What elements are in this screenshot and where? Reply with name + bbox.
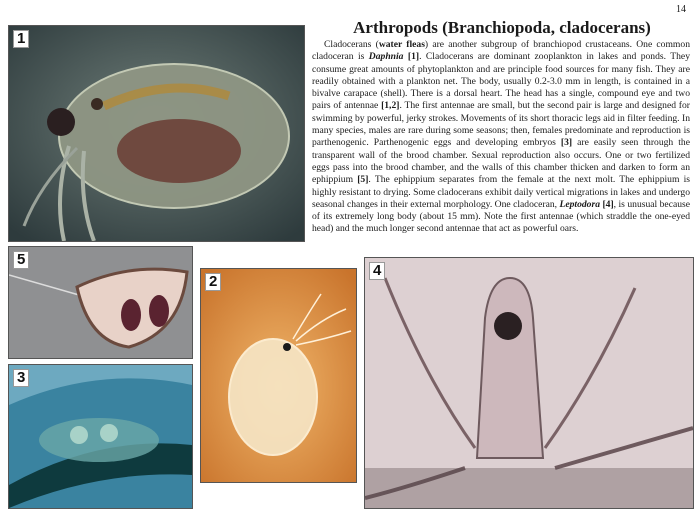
body-paragraph: Cladocerans (water fleas) are another su… xyxy=(312,39,690,235)
figure-2-label: 2 xyxy=(205,273,222,291)
figure-2-daphnia-photo: 2 xyxy=(200,268,357,483)
figure-3-label: 3 xyxy=(13,369,30,387)
figure-4-leptodora-photo: 4 xyxy=(364,257,694,509)
figure-3-brood-chamber-photo: 3 xyxy=(8,364,193,509)
figure-1-label: 1 xyxy=(13,30,30,48)
figure-5-label: 5 xyxy=(13,251,30,269)
page-number: 14 xyxy=(676,4,686,15)
figure-1-daphnia-photo: 1 xyxy=(8,25,305,242)
figure-5-ephippium-photo: 5 xyxy=(8,246,193,359)
figure-4-label: 4 xyxy=(369,262,386,280)
page-title: Arthropods (Branchiopoda, cladocerans) xyxy=(353,18,651,37)
